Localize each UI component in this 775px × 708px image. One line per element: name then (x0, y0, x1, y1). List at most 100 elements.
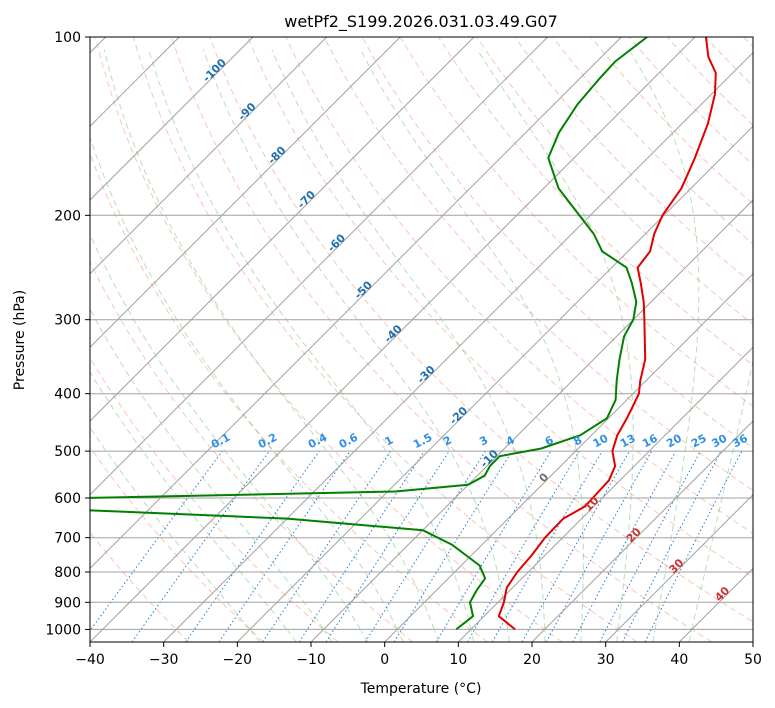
isotherm-line (752, 641, 753, 642)
mixing-ratio-label: 36 (730, 432, 750, 451)
mixing-ratio-label: 4 (504, 433, 517, 448)
x-tick-label: −30 (149, 652, 179, 668)
mixing-ratio-label: 30 (710, 432, 730, 451)
isotherm-line (678, 567, 753, 642)
sounding-traces (90, 37, 717, 631)
mixing-ratio-label: 10 (591, 432, 611, 451)
isotherm-label: -40 (382, 322, 405, 345)
moist-adiabat (476, 49, 634, 642)
mixing-ratio-line (521, 450, 630, 642)
mixing-ratio-line (298, 450, 425, 642)
mixing-ratio-label: 25 (689, 432, 709, 451)
background-lines (90, 37, 753, 642)
isotherm-line (531, 420, 753, 642)
isotherm-label: -50 (352, 278, 375, 301)
mixing-ratio-label: 0.2 (256, 431, 279, 452)
isotherm-label: -20 (447, 404, 470, 427)
isotherm-line (90, 37, 401, 349)
isotherm-label: -90 (235, 100, 258, 123)
y-tick-label: 900 (54, 595, 81, 611)
y-tick-label: 1000 (45, 622, 81, 638)
mixing-ratio-line (131, 450, 270, 642)
sounding-trace (497, 37, 717, 631)
dry-adiabat (285, 37, 753, 535)
moist-adiabat (148, 49, 475, 642)
y-axis-title: Pressure (hPa) (12, 290, 28, 390)
x-tick-label: −10 (296, 652, 326, 668)
mixing-ratio-line (185, 450, 320, 642)
mixing-ratio-label: 13 (618, 432, 638, 451)
y-tick-label: 200 (54, 208, 81, 224)
mixing-ratio-label: 3 (477, 433, 490, 448)
isotherm-grid (90, 37, 753, 642)
mixing-ratio-line (545, 450, 653, 642)
mixing-ratio-line (90, 450, 223, 632)
isotherm-line (90, 37, 475, 422)
dry-adiabat (94, 37, 563, 642)
x-tick-label: −20 (223, 652, 253, 668)
sounding-trace (90, 37, 648, 631)
x-tick-label: 0 (380, 652, 389, 668)
dry-adiabat (514, 37, 753, 285)
mixing-ratio-label: 1 (383, 433, 396, 448)
dry-adiabat (171, 37, 712, 642)
isotherm-label: -70 (295, 188, 318, 211)
x-axis: −40 −30 −20 −10 0 10 20 30 40 50 (75, 642, 762, 668)
y-tick-label: 800 (54, 565, 81, 581)
mixing-ratio-label: 0.4 (306, 431, 330, 452)
y-axis: 100 200 300 400 500 600 700 800 900 1000 (45, 30, 90, 638)
x-tick-label: 20 (523, 652, 541, 668)
plot-area: 0.1 0.2 0.4 0.6 1 1.5 2 3 4 6 8 10 13 16 20 25 30 36-100-… (90, 37, 753, 642)
mixing-ratio-line (364, 450, 486, 642)
dry-adiabat (90, 356, 339, 642)
dry-adiabat (743, 37, 753, 48)
mixing-ratio-line (644, 450, 743, 642)
mixing-ratio-line (599, 450, 701, 642)
isotherm-line (90, 37, 696, 642)
x-tick-label: 10 (449, 652, 467, 668)
isotherm-line (384, 272, 753, 642)
moist-adiabat (103, 49, 439, 642)
isotherm-line (605, 493, 753, 642)
isotherm-label: -100 (200, 56, 229, 85)
moist-adiabat (202, 49, 510, 642)
moist-adiabat (271, 49, 546, 642)
y-tick-label: 100 (54, 30, 81, 46)
y-tick-label: 300 (54, 313, 81, 329)
mixing-ratio-label: 0.1 (209, 431, 232, 452)
dry-adiabat (552, 37, 753, 245)
plot-frame (89, 36, 754, 643)
x-tick-label: −40 (75, 652, 105, 668)
mixing-ratio-line (218, 450, 351, 642)
isotherm-line (90, 37, 254, 201)
dry-adiabat (90, 260, 414, 642)
y-tick-label: 700 (54, 531, 81, 547)
moist-adiabat (628, 49, 700, 642)
mixing-ratio-line (325, 450, 450, 642)
mixing-ratio-line (262, 450, 392, 642)
dry-adiabat (437, 37, 753, 366)
mixing-ratio-label: 8 (571, 433, 584, 448)
y-tick-label: 600 (54, 491, 81, 507)
mixing-ratio-label: 2 (441, 433, 454, 448)
x-tick-label: 40 (670, 652, 688, 668)
dry-adiabat (323, 37, 753, 491)
isotherm-line (236, 125, 753, 642)
y-tick-label: 400 (54, 387, 81, 403)
moist-adiabat (688, 358, 753, 642)
dry-adiabat (90, 152, 488, 642)
isotherm-line (90, 37, 549, 496)
moist-adiabat (90, 370, 297, 642)
isobar-grid (90, 37, 753, 630)
isotherm-line (163, 51, 753, 642)
x-tick-label: 50 (744, 652, 762, 668)
y-tick-label: 500 (54, 444, 81, 460)
moist-adiabat (90, 135, 404, 642)
mixing-ratio-line (572, 450, 677, 642)
isotherm-label: 40 (712, 584, 732, 604)
moist-adiabat (90, 426, 261, 642)
isotherm-label: -10 (478, 447, 501, 470)
moist-adiabat (90, 308, 333, 642)
x-tick-label: 30 (597, 652, 615, 668)
